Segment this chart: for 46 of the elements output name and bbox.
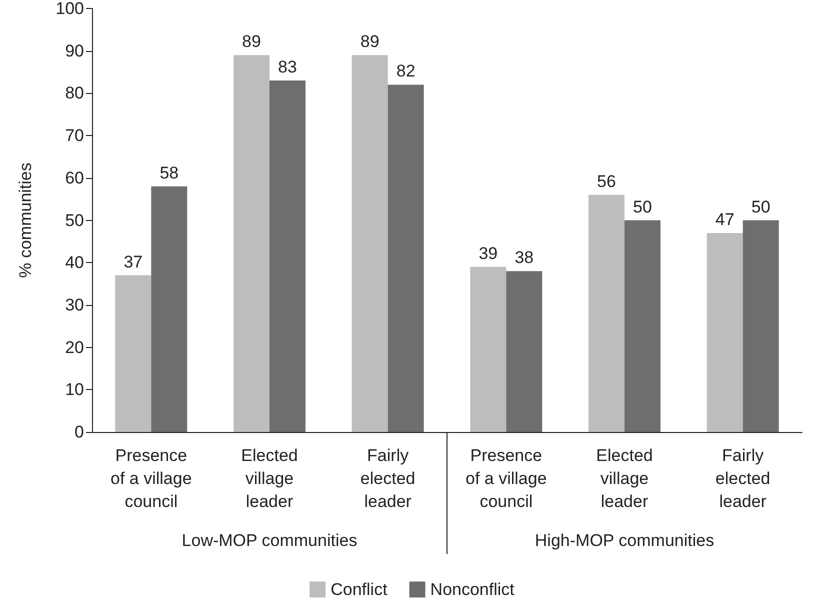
y-tick-label: 70 xyxy=(65,126,84,146)
x-tick-label: Presence of a village council xyxy=(110,446,192,511)
y-tick-label: 80 xyxy=(65,84,84,103)
y-tick-label: 20 xyxy=(65,338,84,357)
data-label: 50 xyxy=(633,197,652,216)
x-tick-label: Fairly elected leader xyxy=(360,446,416,511)
bar xyxy=(352,55,388,432)
data-label: 58 xyxy=(160,163,179,182)
legend-label: Conflict xyxy=(330,580,388,599)
bar xyxy=(388,84,424,432)
y-tick-label: 50 xyxy=(65,210,84,230)
y-tick-label: 100 xyxy=(56,0,84,18)
bar xyxy=(624,220,660,432)
data-label: 89 xyxy=(242,32,261,52)
y-tick-label: 0 xyxy=(74,422,84,442)
y-tick-label: 30 xyxy=(65,295,84,314)
data-label: 56 xyxy=(597,172,616,191)
bar xyxy=(270,80,306,432)
bar xyxy=(234,55,270,432)
legend-label: Nonconflict xyxy=(430,580,515,599)
data-label: 47 xyxy=(715,210,734,229)
x-tick-label: Elected village leader xyxy=(241,446,298,511)
text: High-MOP communities xyxy=(534,531,714,550)
bar xyxy=(470,266,506,432)
y-tick-label: 40 xyxy=(65,253,84,272)
bar xyxy=(706,232,743,432)
data-label: 38 xyxy=(514,248,534,268)
data-label: 37 xyxy=(124,252,143,272)
data-label: 39 xyxy=(478,244,498,263)
bar xyxy=(742,220,779,432)
bar xyxy=(151,186,188,432)
bar xyxy=(588,194,624,432)
bar xyxy=(115,275,152,432)
y-tick-label: 10 xyxy=(65,380,84,400)
data-label: 89 xyxy=(360,32,380,52)
data-label: 82 xyxy=(396,62,416,81)
bar xyxy=(506,271,542,432)
y-tick-label: 60 xyxy=(65,168,84,188)
y-axis-title: % communities xyxy=(16,162,35,278)
data-label: 50 xyxy=(751,197,770,216)
x-tick-label: Elected village leader xyxy=(596,446,653,511)
x-tick-label: Fairly elected leader xyxy=(715,446,770,511)
data-label: 83 xyxy=(278,57,297,76)
text: Low-MOP communities xyxy=(182,531,358,550)
x-tick-label: Presence of a village council xyxy=(466,446,547,511)
y-tick-label: 90 xyxy=(65,41,84,60)
